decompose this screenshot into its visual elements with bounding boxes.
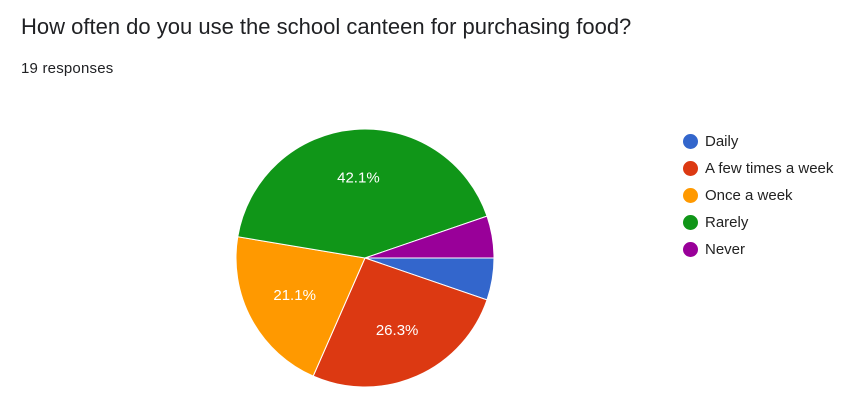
legend-label-rarely: Rarely [705, 214, 749, 231]
chart-title: How often do you use the school canteen … [21, 14, 632, 39]
slice-label-rarely: 42.1% [337, 169, 380, 186]
legend-swatch-never [683, 242, 698, 257]
legend-swatch-once-a-week [683, 188, 698, 203]
legend-swatch-rarely [683, 215, 698, 230]
response-count: 19 responses [21, 60, 114, 77]
chart-legend: Daily A few times a week Once a week Rar… [683, 128, 833, 263]
legend-swatch-daily [683, 134, 698, 149]
pie-slice-once-a-week[interactable] [235, 236, 366, 377]
legend-label-once-a-week: Once a week [705, 187, 793, 204]
slice-label-once-a-week: 21.1% [273, 287, 316, 304]
pie-slice-a-few-times-a-week[interactable] [312, 257, 488, 388]
pie-slice-rarely[interactable] [237, 128, 488, 259]
legend-label-daily: Daily [705, 133, 739, 150]
legend-label-a-few-times-a-week: A few times a week [705, 160, 834, 177]
slice-label-a-few-times-a-week: 26.3% [376, 322, 419, 339]
legend-swatch-a-few-times-a-week [683, 161, 698, 176]
pie-slice-never[interactable] [364, 215, 495, 259]
legend-item-never[interactable]: Never [683, 236, 833, 263]
legend-item-once-a-week[interactable]: Once a week [683, 182, 833, 209]
legend-item-daily[interactable]: Daily [683, 128, 833, 155]
legend-item-a-few-times-a-week[interactable]: A few times a week [683, 155, 833, 182]
legend-label-never: Never [705, 241, 746, 258]
legend-item-rarely[interactable]: Rarely [683, 209, 833, 236]
